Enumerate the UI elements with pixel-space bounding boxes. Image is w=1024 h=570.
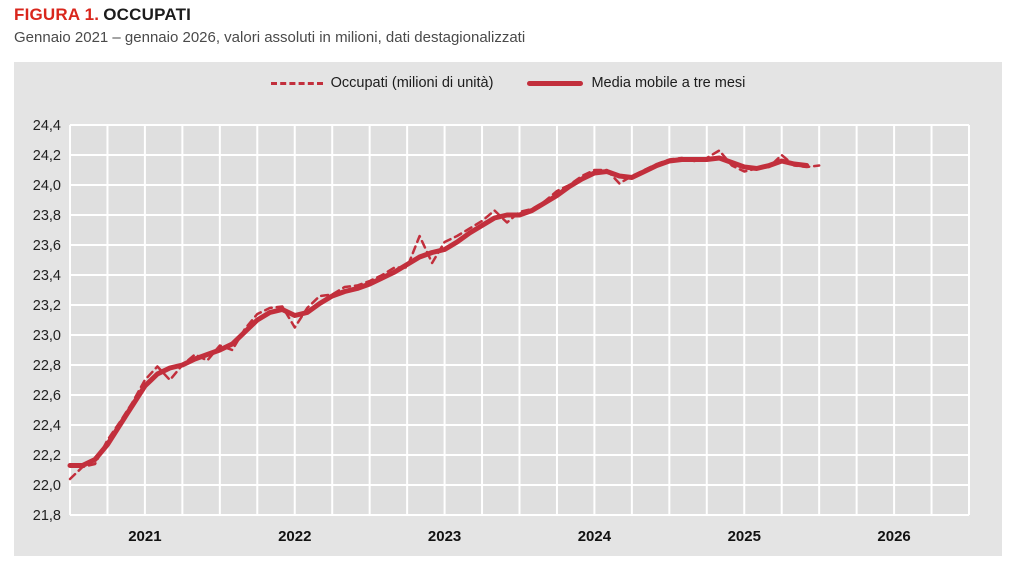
y-tick-label: 23,6 (33, 238, 61, 254)
x-tick-label: 2021 (128, 528, 161, 545)
x-tick-label: 2026 (877, 528, 910, 545)
legend-label-media-mobile: Media mobile a tre mesi (591, 75, 746, 91)
y-tick-label: 22,2 (33, 448, 61, 464)
figure-name: OCCUPATI (103, 5, 192, 24)
dashed-line-swatch-icon (270, 81, 323, 85)
y-tick-label: 23,4 (33, 268, 61, 284)
x-tick-label: 2025 (728, 528, 761, 545)
series-media-mobile-line (67, 155, 810, 468)
y-tick-label: 22,4 (33, 418, 61, 434)
y-tick-label: 22,6 (33, 388, 61, 404)
y-tick-label: 23,8 (33, 208, 61, 224)
legend-item-occupati: Occupati (milioni di unità) (270, 75, 494, 91)
y-tick-label: 22,8 (33, 358, 61, 374)
solid-line-swatch-icon (527, 80, 584, 86)
chart-legend: Occupati (milioni di unità) Media mobile… (14, 75, 1002, 91)
figure-number: FIGURA 1. (14, 5, 100, 24)
legend-item-media-mobile: Media mobile a tre mesi (527, 75, 745, 91)
legend-label-occupati: Occupati (milioni di unità) (330, 75, 494, 91)
y-tick-label: 22,0 (33, 478, 61, 494)
y-tick-label: 24,0 (33, 178, 61, 194)
figure-subtitle: Gennaio 2021 – gennaio 2026, valori asso… (14, 29, 526, 46)
y-tick-label: 24,4 (33, 118, 61, 134)
figure-title: FIGURA 1. OCCUPATI (14, 5, 525, 25)
x-tick-label: 2024 (578, 528, 612, 545)
x-tick-label: 2023 (428, 528, 461, 545)
chart-panel: Occupati (milioni di unità) Media mobile… (14, 62, 1002, 556)
y-tick-label: 23,0 (33, 328, 61, 344)
chart-svg: 24,4 24,2 24,0 23,8 23,6 23,4 23,2 23,0 22,8 22,6… (33, 118, 970, 545)
y-tick-label: 21,8 (33, 508, 61, 524)
y-tick-label: 23,2 (33, 298, 61, 314)
figure-header: FIGURA 1. OCCUPATI Gennaio 2021 – gennaio… (14, 5, 525, 46)
x-tick-label: 2022 (278, 528, 311, 545)
y-tick-label: 24,2 (33, 148, 61, 164)
